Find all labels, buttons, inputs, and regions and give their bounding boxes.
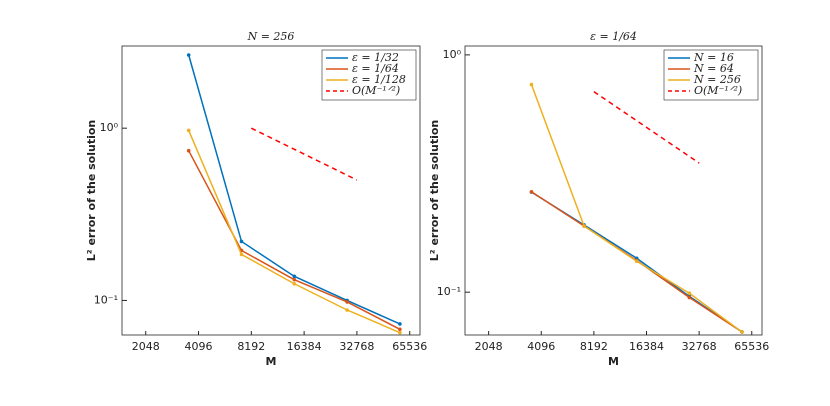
point [398,330,402,335]
point [529,189,534,194]
series-line [187,130,401,334]
x-axis-label: M [266,355,277,368]
legend-label: ε = 1/64 [352,62,399,75]
x-tick-label: 32768 [682,340,717,353]
y-tick-label: 10⁰ [443,48,462,61]
chart-title: ε = 1/64 [590,30,637,43]
x-tick-label: 2048 [475,340,503,353]
y-axis-label: L² error of the solution [85,120,98,261]
legend-label: ε = 1/32 [352,51,399,64]
point [292,274,297,279]
point [292,277,297,282]
point [582,224,586,228]
series-line [188,150,401,330]
legend-label: O(M⁻¹ᐟ²) [352,84,400,97]
x-tick-label: 16384 [629,340,664,353]
x-tick-label: 4096 [185,340,213,353]
x-tick-label: 65536 [392,340,427,353]
y-tick-label: 10⁻¹ [437,285,461,298]
x-tick-label: 16384 [287,340,322,353]
x-tick-label: 4096 [527,340,555,353]
point [239,252,244,257]
point [687,291,692,296]
point [398,327,402,332]
x-axis-label: M [608,355,619,368]
y-axis-label: L² error of the solution [428,120,441,261]
point [345,308,349,312]
x-tick-label: 8192 [237,340,265,353]
legend-label: N = 256 [693,73,741,86]
point [398,322,402,326]
point [740,330,744,334]
plot-box [464,45,763,336]
y-tick-label: 10⁰ [100,121,119,134]
reference-line [250,127,358,181]
x-tick-label: 65536 [734,340,769,353]
point [292,281,297,286]
legend-label: O(M⁻¹ᐟ²) [694,84,742,97]
x-tick-label: 2048 [132,340,160,353]
point [186,53,191,57]
point [186,148,191,153]
chart-title: N = 256 [247,30,295,43]
point [186,128,191,133]
point [687,295,692,300]
reference-line [593,91,700,164]
y-tick-label: 10⁻¹ [94,293,118,306]
plot-box [121,45,421,336]
point [529,82,534,87]
point [634,259,639,264]
x-tick-label: 32768 [339,340,374,353]
legend-label: N = 16 [693,51,734,64]
series-line [530,84,743,333]
point [239,239,244,244]
legend-label: N = 64 [693,62,734,75]
legend-label: ε = 1/128 [352,73,406,86]
x-tick-label: 8192 [580,340,608,353]
point [345,300,349,304]
